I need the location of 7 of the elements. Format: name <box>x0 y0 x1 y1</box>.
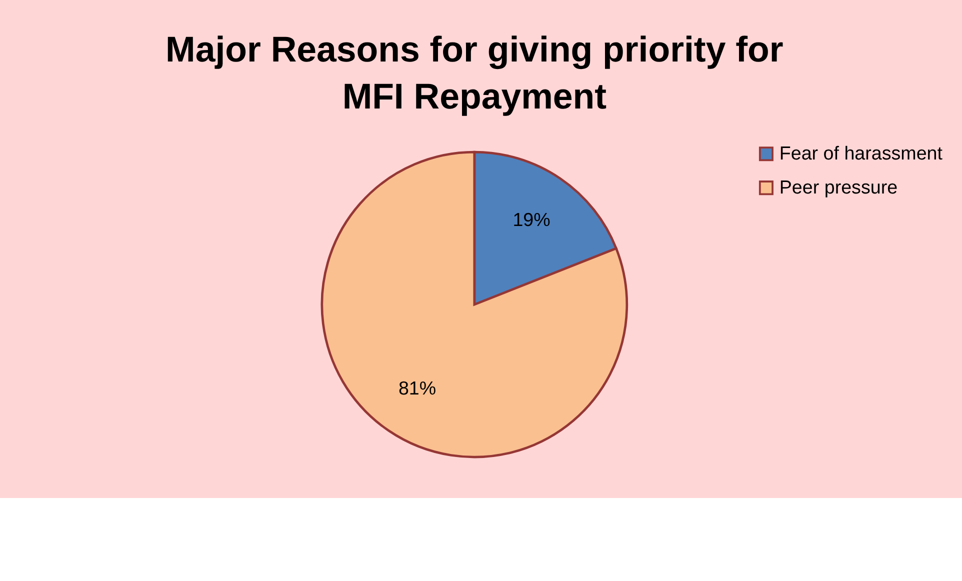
data-label: 19% <box>512 209 551 230</box>
legend-label: Fear of harassment <box>779 142 944 164</box>
text: MFI Repayment <box>342 76 607 117</box>
data-label: 81% <box>398 377 436 398</box>
text: Major Reasons for giving priority for <box>166 30 784 70</box>
pie-slice <box>320 150 628 458</box>
legend-label: Peer pressure <box>779 176 898 198</box>
